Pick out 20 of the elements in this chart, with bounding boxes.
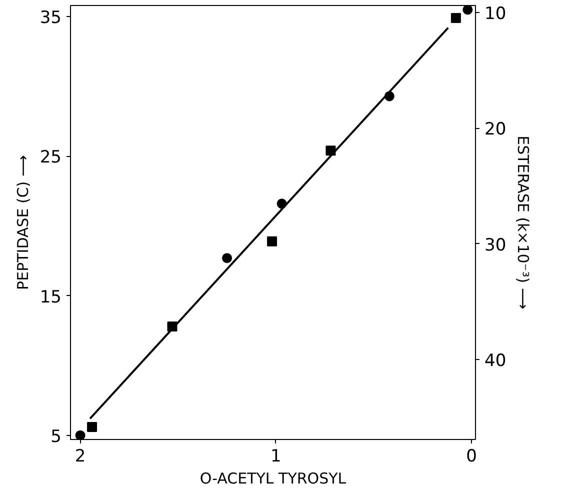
x-tick-label: 0	[466, 446, 478, 466]
y2-tick-label: 20	[484, 120, 506, 140]
y2-tick-label: 30	[484, 235, 506, 256]
point	[267, 236, 278, 246]
x-tick-label: 1	[270, 446, 282, 466]
y2-tick-label: 40	[484, 351, 506, 372]
point	[75, 430, 86, 440]
y2-axis-title: ESTERASE (k×10⁻³) ⟶	[514, 136, 532, 310]
point	[222, 253, 232, 264]
y-tick-label: 35	[40, 8, 62, 28]
point	[450, 13, 461, 24]
y-axis-title: PEPTIDASE (C) ⟶	[14, 155, 32, 290]
x-tick-label: 2	[74, 446, 86, 466]
x-axis-title: O-ACETYL TYROSYL	[200, 470, 347, 488]
y-tick-label: 25	[40, 148, 62, 168]
y-tick-label: 5	[50, 426, 62, 447]
y-tick-label: 15	[40, 287, 62, 308]
point	[87, 422, 98, 432]
y2-tick-label: 10	[484, 4, 506, 24]
point	[462, 6, 473, 15]
